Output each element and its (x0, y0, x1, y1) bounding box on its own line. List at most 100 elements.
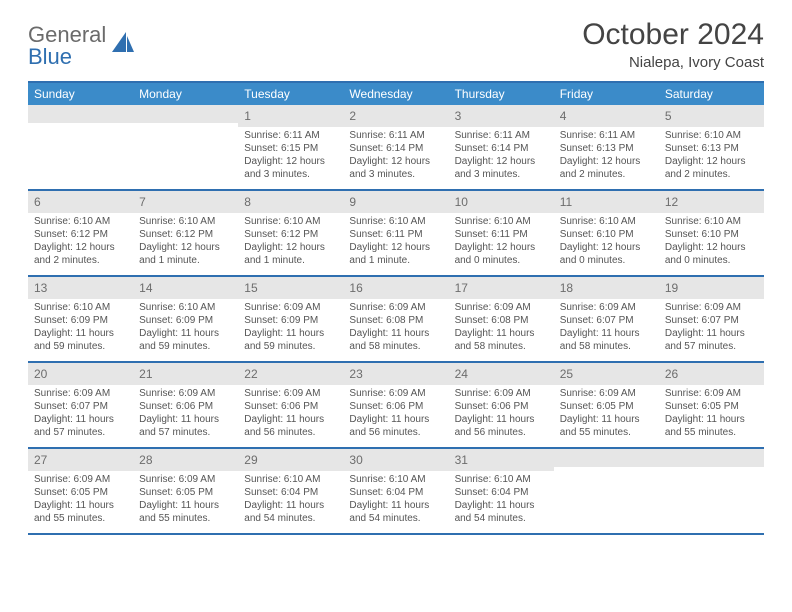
day-cell: 8Sunrise: 6:10 AMSunset: 6:12 PMDaylight… (238, 191, 343, 275)
day-body: Sunrise: 6:09 AMSunset: 6:07 PMDaylight:… (659, 299, 764, 357)
day-body: Sunrise: 6:09 AMSunset: 6:05 PMDaylight:… (659, 385, 764, 443)
day-cell: 5Sunrise: 6:10 AMSunset: 6:13 PMDaylight… (659, 105, 764, 189)
daylight-text: Daylight: 12 hours and 2 minutes. (665, 155, 758, 181)
daylight-text: Daylight: 11 hours and 54 minutes. (455, 499, 548, 525)
day-cell: 13Sunrise: 6:10 AMSunset: 6:09 PMDayligh… (28, 277, 133, 361)
sunrise-text: Sunrise: 6:10 AM (349, 473, 442, 486)
day-number: 3 (455, 109, 462, 123)
daylight-text: Daylight: 11 hours and 56 minutes. (349, 413, 442, 439)
day-cell: 17 Sunrise: 6:09 AMSunset: 6:08 PMDayligh… (449, 277, 554, 361)
sunset-text: Sunset: 6:04 PM (455, 486, 548, 499)
day-number-row: 1 (238, 105, 343, 127)
sunrise-text: Sunrise: 6:10 AM (139, 301, 232, 314)
day-cell: 18 Sunrise: 6:09 AMSunset: 6:07 PMDayligh… (554, 277, 659, 361)
day-body: Sunrise: 6:10 AMSunset: 6:09 PMDaylight:… (133, 299, 238, 357)
weeks-container: 1 Sunrise: 6:11 AM Sunset: 6:15 PM Daylight… (28, 105, 764, 535)
day-number: 24 (455, 367, 468, 381)
sunset-text: Sunset: 6:12 PM (139, 228, 232, 241)
daylight-text: Daylight: 11 hours and 58 minutes. (560, 327, 653, 353)
day-cell: 27Sunrise: 6:09 AMSunset: 6:05 PMDayligh… (28, 449, 133, 533)
day-number-row: 25 (554, 363, 659, 385)
title-block: October 2024 Nialepa, Ivory Coast (582, 18, 764, 71)
sunset-text: Sunset: 6:05 PM (665, 400, 758, 413)
day-body (659, 467, 764, 473)
day-number-row: 22 (238, 363, 343, 385)
day-cell: 31 Sunrise: 6:10 AMSunset: 6:04 PMDayligh… (449, 449, 554, 533)
logo-text: General Blue (28, 24, 106, 68)
day-cell: 11 Sunrise: 6:10 AMSunset: 6:10 PMDayligh… (554, 191, 659, 275)
day-body: Sunrise: 6:09 AMSunset: 6:08 PMDaylight:… (449, 299, 554, 357)
day-body: Sunrise: 6:09 AMSunset: 6:05 PMDaylight:… (133, 471, 238, 529)
day-cell: 9Sunrise: 6:10 AMSunset: 6:11 PMDaylight… (343, 191, 448, 275)
sunset-text: Sunset: 6:11 PM (349, 228, 442, 241)
day-number: 5 (665, 109, 672, 123)
sunset-text: Sunset: 6:07 PM (560, 314, 653, 327)
day-number-row: 18 (554, 277, 659, 299)
sunset-text: Sunset: 6:07 PM (34, 400, 127, 413)
day-cell: 16Sunrise: 6:09 AMSunset: 6:08 PMDayligh… (343, 277, 448, 361)
day-number: 29 (244, 453, 257, 467)
day-cell (133, 105, 238, 189)
sunset-text: Sunset: 6:05 PM (34, 486, 127, 499)
daylight-text: Daylight: 12 hours and 1 minute. (349, 241, 442, 267)
sunrise-text: Sunrise: 6:09 AM (665, 301, 758, 314)
day-number: 18 (560, 281, 573, 295)
sunrise-text: Sunrise: 6:09 AM (349, 387, 442, 400)
day-body (133, 123, 238, 129)
sunset-text: Sunset: 6:15 PM (244, 142, 337, 155)
sunrise-text: Sunrise: 6:10 AM (455, 473, 548, 486)
day-cell: 14Sunrise: 6:10 AMSunset: 6:09 PMDayligh… (133, 277, 238, 361)
day-body: Sunrise: 6:10 AMSunset: 6:04 PMDaylight:… (343, 471, 448, 529)
day-cell: 20Sunrise: 6:09 AMSunset: 6:07 PMDayligh… (28, 363, 133, 447)
sunset-text: Sunset: 6:04 PM (244, 486, 337, 499)
day-body: Sunrise: 6:11 AMSunset: 6:13 PMDaylight:… (554, 127, 659, 185)
sunrise-text: Sunrise: 6:10 AM (34, 301, 127, 314)
day-cell: 15Sunrise: 6:09 AMSunset: 6:09 PMDayligh… (238, 277, 343, 361)
day-body: Sunrise: 6:10 AMSunset: 6:10 PMDaylight:… (554, 213, 659, 271)
day-number: 7 (139, 195, 146, 209)
day-number: 1 (244, 109, 251, 123)
day-number-row: 4 (554, 105, 659, 127)
sunrise-text: Sunrise: 6:10 AM (560, 215, 653, 228)
day-body: Sunrise: 6:10 AMSunset: 6:11 PMDaylight:… (343, 213, 448, 271)
day-cell: 30Sunrise: 6:10 AMSunset: 6:04 PMDayligh… (343, 449, 448, 533)
day-number: 17 (455, 281, 468, 295)
day-body: Sunrise: 6:10 AMSunset: 6:04 PMDaylight:… (238, 471, 343, 529)
sunset-text: Sunset: 6:09 PM (139, 314, 232, 327)
daylight-text: Daylight: 12 hours and 3 minutes. (455, 155, 548, 181)
sunrise-text: Sunrise: 6:09 AM (349, 301, 442, 314)
day-body: Sunrise: 6:09 AMSunset: 6:06 PMDaylight:… (343, 385, 448, 443)
day-number: 11 (560, 195, 572, 209)
day-body: Sunrise: 6:09 AMSunset: 6:09 PMDaylight:… (238, 299, 343, 357)
day-cell: 6Sunrise: 6:10 AMSunset: 6:12 PMDaylight… (28, 191, 133, 275)
day-cell: 10Sunrise: 6:10 AMSunset: 6:11 PMDayligh… (449, 191, 554, 275)
day-number: 2 (349, 109, 356, 123)
sunrise-text: Sunrise: 6:10 AM (665, 129, 758, 142)
day-cell: 21Sunrise: 6:09 AMSunset: 6:06 PMDayligh… (133, 363, 238, 447)
day-number-row: 8 (238, 191, 343, 213)
dow-tuesday: Tuesday (238, 83, 343, 105)
sunset-text: Sunset: 6:10 PM (560, 228, 653, 241)
day-cell (659, 449, 764, 533)
daylight-text: Daylight: 12 hours and 2 minutes. (34, 241, 127, 267)
day-number: 28 (139, 453, 152, 467)
sunrise-text: Sunrise: 6:09 AM (560, 301, 653, 314)
sunset-text: Sunset: 6:12 PM (34, 228, 127, 241)
sunset-text: Sunset: 6:13 PM (560, 142, 653, 155)
day-cell: 1Sunrise: 6:11 AMSunset: 6:15 PMDaylight… (238, 105, 343, 189)
day-cell (554, 449, 659, 533)
logo-sail-icon (110, 30, 136, 63)
day-cell: 4Sunrise: 6:11 AMSunset: 6:13 PMDaylight… (554, 105, 659, 189)
day-cell: 28 Sunrise: 6:09 AMSunset: 6:05 PMDayligh… (133, 449, 238, 533)
day-number-row: 12 (659, 191, 764, 213)
day-number: 23 (349, 367, 362, 381)
sunrise-text: Sunrise: 6:10 AM (139, 215, 232, 228)
day-body: Sunrise: 6:09 AMSunset: 6:07 PMDaylight:… (554, 299, 659, 357)
sunrise-text: Sunrise: 6:10 AM (244, 215, 337, 228)
sunrise-text: Sunrise: 6:10 AM (349, 215, 442, 228)
daylight-text: Daylight: 11 hours and 54 minutes. (349, 499, 442, 525)
daylight-text: Daylight: 11 hours and 58 minutes. (455, 327, 548, 353)
sunrise-text: Sunrise: 6:11 AM (349, 129, 442, 142)
day-number-row: 31 (449, 449, 554, 471)
day-number: 26 (665, 367, 678, 381)
